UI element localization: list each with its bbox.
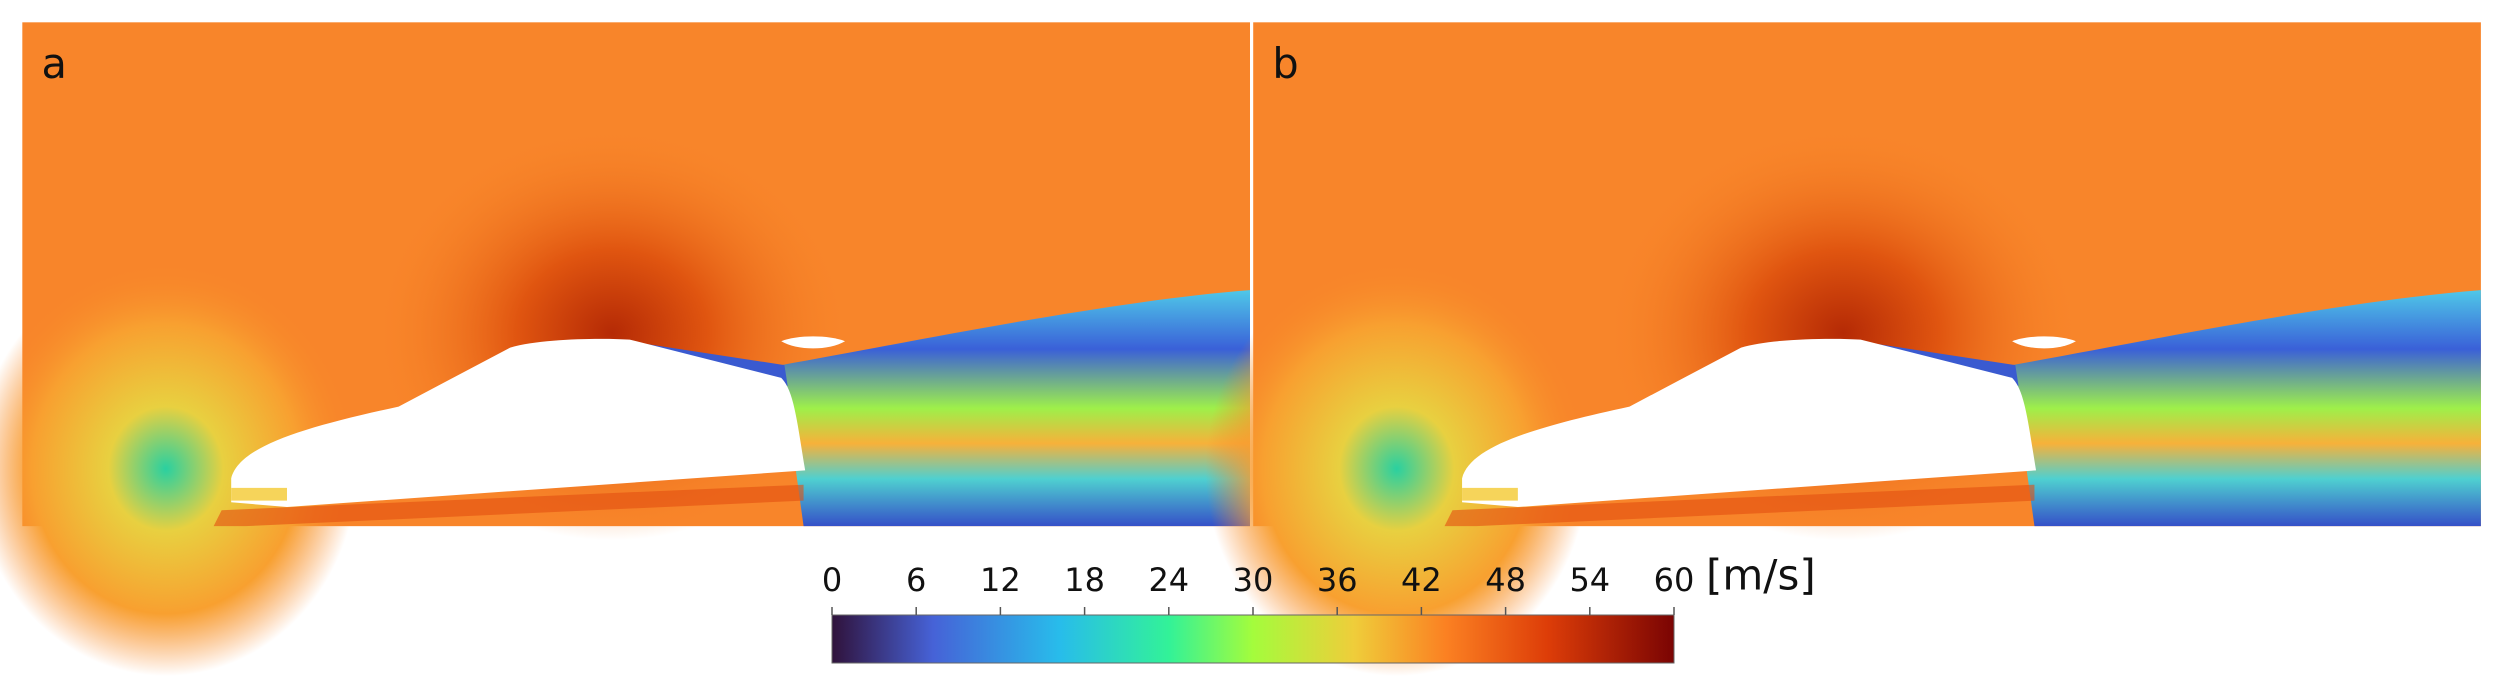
panel-label: a bbox=[41, 40, 66, 88]
tick-label: 6 bbox=[906, 561, 926, 599]
panel-label: b bbox=[1272, 40, 1298, 88]
panels: a b bbox=[0, 22, 2481, 677]
tick-label: 12 bbox=[980, 561, 1021, 599]
panel-a: a bbox=[0, 22, 1251, 677]
tick-label: 24 bbox=[1148, 561, 1189, 599]
tick-label: 42 bbox=[1401, 561, 1442, 599]
tick-label: 54 bbox=[1569, 561, 1610, 599]
tick-label: 48 bbox=[1485, 561, 1526, 599]
colorbar-unit: [m/s] bbox=[1706, 551, 1816, 600]
colorbar bbox=[831, 614, 1675, 664]
tick-label: 30 bbox=[1233, 561, 1274, 599]
tick-label: 36 bbox=[1317, 561, 1358, 599]
tick-label: 18 bbox=[1064, 561, 1105, 599]
tick-label: 0 bbox=[822, 561, 842, 599]
panel-b: b bbox=[1205, 22, 2481, 677]
tick-label: 60 bbox=[1654, 561, 1695, 599]
